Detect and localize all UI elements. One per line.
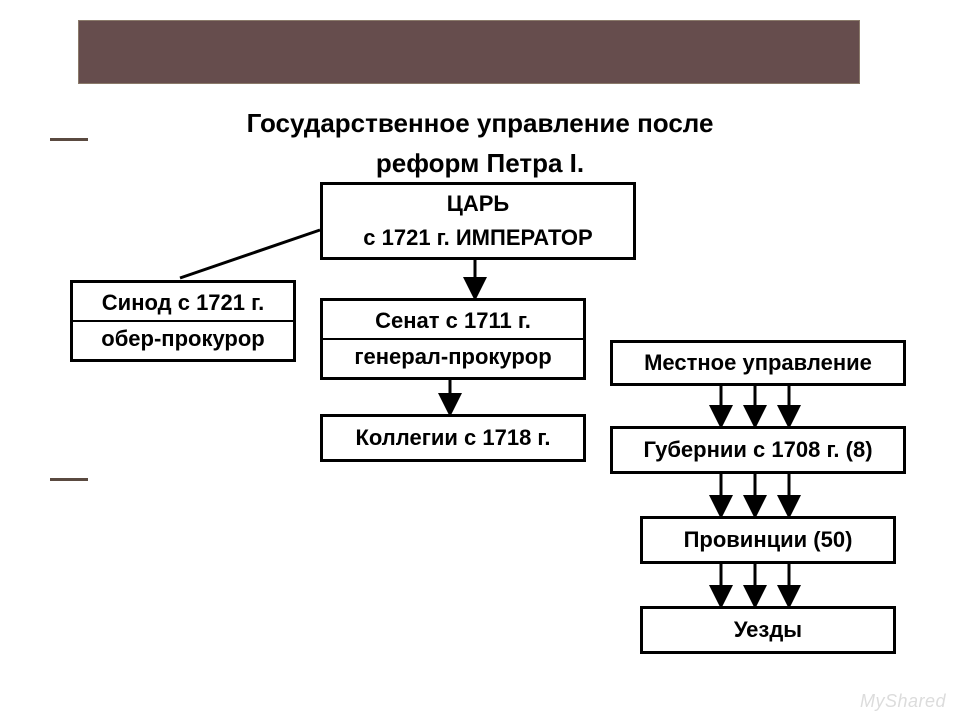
node-provinces-label: Провинции (50) — [643, 523, 893, 557]
node-senate-bottom: генерал-прокурор — [323, 340, 583, 374]
node-local-label: Местное управление — [613, 346, 903, 380]
node-synod: Синод с 1721 г. обер-прокурор — [70, 280, 296, 362]
header-bar — [78, 20, 860, 84]
node-synod-bottom: обер-прокурор — [73, 322, 293, 356]
margin-tick-2 — [50, 478, 88, 481]
node-synod-top: Синод с 1721 г. — [73, 286, 293, 320]
node-tsar-line1: ЦАРЬ — [323, 187, 633, 221]
node-gubernii: Губернии с 1708 г. (8) — [610, 426, 906, 474]
node-collegia: Коллегии с 1718 г. — [320, 414, 586, 462]
node-senate-top: Сенат с 1711 г. — [323, 304, 583, 338]
watermark: MyShared — [860, 691, 946, 712]
node-local: Местное управление — [610, 340, 906, 386]
node-tsar: ЦАРЬ с 1721 г. ИМПЕРАТОР — [320, 182, 636, 260]
node-uezdy: Уезды — [640, 606, 896, 654]
node-uezdy-label: Уезды — [643, 613, 893, 647]
node-senate: Сенат с 1711 г. генерал-прокурор — [320, 298, 586, 380]
node-gubernii-label: Губернии с 1708 г. (8) — [613, 433, 903, 467]
node-provinces: Провинции (50) — [640, 516, 896, 564]
diagram-title-line2: реформ Петра I. — [0, 148, 960, 179]
node-tsar-line2: с 1721 г. ИМПЕРАТОР — [323, 221, 633, 255]
node-collegia-label: Коллегии с 1718 г. — [323, 421, 583, 455]
diagram-title-line1: Государственное управление после — [0, 108, 960, 139]
